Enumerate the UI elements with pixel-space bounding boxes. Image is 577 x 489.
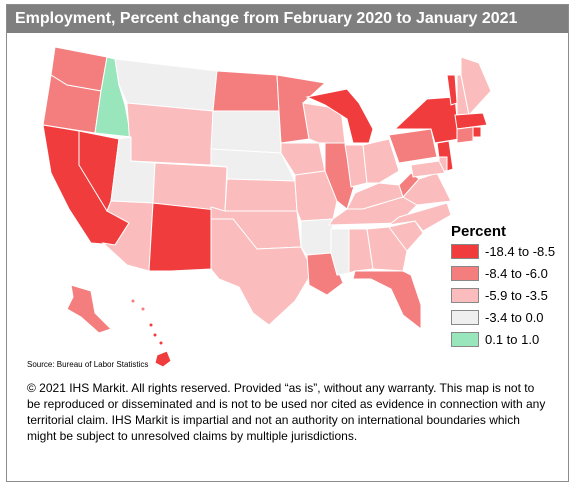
state-ks [224, 178, 298, 212]
state-mi [305, 88, 374, 144]
map-figure: Employment, Percent change from February… [6, 4, 569, 482]
state-nd [212, 70, 280, 112]
legend-swatch [451, 332, 479, 347]
state-ar [300, 218, 334, 256]
island-marker [140, 306, 146, 312]
state-md [410, 160, 446, 178]
island-marker [152, 332, 158, 338]
map-title: Employment, Percent change from February… [7, 5, 568, 33]
legend-label: -8.4 to -6.0 [485, 266, 548, 281]
state-sd [210, 110, 282, 154]
island-marker [130, 298, 136, 304]
legend-swatch [451, 288, 479, 303]
legend-title: Percent [451, 223, 507, 240]
state-ak [66, 284, 112, 334]
state-fl [352, 270, 422, 331]
state-al [348, 228, 374, 274]
state-wy [126, 102, 214, 166]
state-in [344, 144, 368, 188]
source-note: Source: Bureau of Labor Statistics [27, 360, 149, 369]
legend-label: 0.1 to 1.0 [485, 332, 540, 347]
legend-item-5: 0.1 to 1.0 [451, 331, 539, 348]
legend-item-2: -8.4 to -6.0 [451, 265, 548, 282]
state-ri [472, 126, 482, 138]
state-oh [362, 138, 400, 184]
state-ma [454, 112, 488, 130]
legend-swatch [451, 244, 479, 259]
island-marker [158, 340, 164, 346]
state-tx [210, 218, 314, 326]
legend-label: -18.4 to -8.5 [485, 244, 556, 259]
state-me [460, 56, 492, 117]
legend-label: -3.4 to 0.0 [485, 310, 544, 325]
state-co [152, 162, 228, 212]
island-marker [148, 322, 154, 328]
state-ct [456, 126, 474, 144]
state-sc [388, 220, 424, 252]
state-ms [330, 228, 350, 276]
legend-item-4: -3.4 to 0.0 [451, 309, 544, 326]
state-pa [388, 128, 438, 164]
legend-item-3: -5.9 to -3.5 [451, 287, 548, 304]
legend-item-1: -18.4 to -8.5 [451, 243, 555, 260]
state-hi [154, 350, 172, 368]
legend-label: -5.9 to -3.5 [485, 288, 548, 303]
legend-swatch [451, 266, 479, 281]
copyright-notice: © 2021 IHS Markit. All rights reserved. … [27, 381, 546, 443]
us-map [42, 46, 492, 368]
legend-swatch [451, 310, 479, 325]
state-nm [148, 202, 212, 272]
state-nc [387, 202, 452, 232]
state-wv [398, 172, 420, 198]
